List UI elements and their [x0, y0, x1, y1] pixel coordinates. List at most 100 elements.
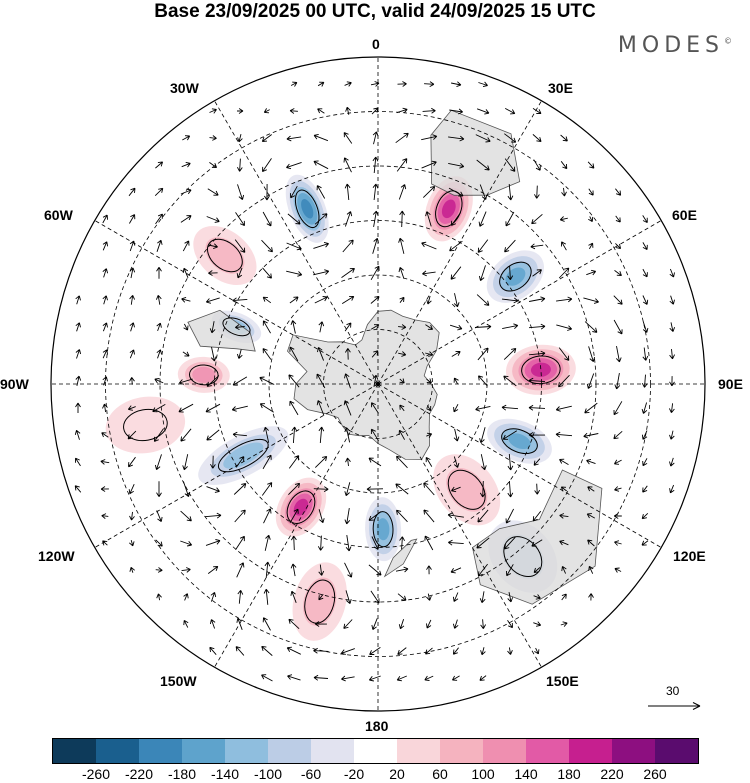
wind-arrow [479, 675, 487, 681]
wind-arrow [399, 536, 405, 550]
wind-arrow [129, 267, 136, 279]
wind-arrow [313, 647, 329, 654]
wind-arrow [586, 373, 595, 389]
wind-arrow [206, 429, 220, 441]
wind-arrow [669, 268, 675, 278]
wind-arrow [291, 426, 298, 444]
wind-arrow [204, 512, 222, 519]
wind-arrow [372, 183, 379, 201]
wind-arrow [289, 108, 298, 114]
wind-arrow [205, 539, 221, 546]
wind-arrow [641, 374, 648, 388]
wind-arrow [290, 590, 297, 603]
anomaly-contour [447, 469, 486, 510]
wind-arrow [75, 457, 81, 467]
colorbar-tick-label: -60 [300, 766, 322, 782]
wind-arrow [182, 240, 190, 252]
wind-arrow [291, 535, 297, 551]
wind-arrow [156, 267, 162, 279]
wind-arrow [261, 134, 272, 142]
wind-arrow [263, 508, 272, 524]
wind-arrow [102, 540, 108, 546]
wind-arrow [313, 133, 329, 142]
wind-arrow [398, 267, 405, 279]
wind-arrow [422, 270, 436, 277]
wind-arrow [559, 458, 569, 465]
wind-arrow [396, 509, 408, 523]
lon-label-180: 180 [365, 718, 389, 734]
wind-arrow [290, 320, 297, 334]
wind-arrow [288, 455, 300, 469]
wind-arrow [183, 593, 189, 601]
meridian-line [377, 100, 542, 385]
anomaly-contour [207, 238, 243, 273]
modes-logo-text: MODES [617, 33, 724, 58]
anomaly-contour [286, 490, 316, 524]
wind-arrow [614, 567, 622, 573]
wind-arrow [264, 183, 270, 201]
wind-arrow [502, 323, 519, 330]
lon-label-120e: 120E [673, 548, 706, 564]
anomaly-shading [302, 577, 337, 626]
wind-arrow [478, 375, 488, 387]
wind-arrow [641, 430, 648, 440]
lon-label-30w: 30W [170, 80, 199, 96]
wind-arrow [447, 512, 464, 519]
wind-arrow [397, 81, 407, 87]
wind-arrow [531, 213, 543, 225]
wind-arrow [180, 428, 192, 442]
wind-arrow [129, 349, 135, 359]
anomaly-shading [441, 199, 456, 219]
wind-arrow [398, 184, 407, 200]
wind-arrow [156, 593, 162, 601]
wind-arrow [641, 402, 648, 414]
colorbar-swatch [268, 739, 311, 763]
wind-arrow [558, 347, 570, 361]
lon-label-30e: 30E [548, 80, 573, 96]
wind-arrow [368, 457, 382, 467]
wind-arrow [426, 405, 432, 412]
wind-arrow [642, 347, 649, 361]
latitude-circle [105, 111, 651, 657]
wind-arrow [641, 540, 649, 546]
wind-arrow [425, 351, 434, 357]
wind-arrow [449, 240, 463, 252]
wind-arrow [588, 565, 594, 574]
colorbar-tick-label: -100 [253, 766, 283, 782]
wind-arrow [180, 540, 193, 547]
wind-arrow [181, 161, 191, 168]
wind-arrow [290, 563, 297, 577]
wind-arrow [453, 403, 459, 413]
meridian-line [377, 383, 542, 668]
wind-arrow [154, 454, 162, 470]
wind-arrow [316, 185, 326, 199]
wind-arrow [236, 267, 243, 279]
wind-arrow [425, 647, 433, 655]
wind-arrow [210, 455, 216, 469]
colorbar-swatch [182, 739, 225, 763]
wind-arrow [370, 428, 379, 442]
wind-arrow [615, 346, 622, 363]
wind-arrow [422, 107, 436, 114]
wind-arrow [314, 455, 328, 468]
anomaly-shading [301, 199, 314, 219]
wind-arrow [318, 593, 324, 601]
wind-arrow [290, 81, 298, 87]
colorbar-tick-label: 20 [389, 766, 405, 782]
wind-arrow [399, 378, 405, 384]
anomaly-contour [123, 408, 168, 442]
wind-arrow [532, 510, 542, 522]
wind-arrow [235, 535, 245, 550]
wind-arrow [558, 374, 570, 388]
wind-arrow [453, 293, 460, 308]
wind-arrow [341, 295, 355, 304]
wind-arrow [318, 564, 325, 576]
wind-arrow [398, 351, 407, 357]
wind-arrow [182, 351, 190, 357]
colorbar [52, 738, 699, 764]
wind-arrow [289, 296, 299, 304]
anomaly-contour [304, 579, 336, 624]
wind-arrow [369, 647, 381, 656]
wind-arrow [475, 134, 491, 143]
